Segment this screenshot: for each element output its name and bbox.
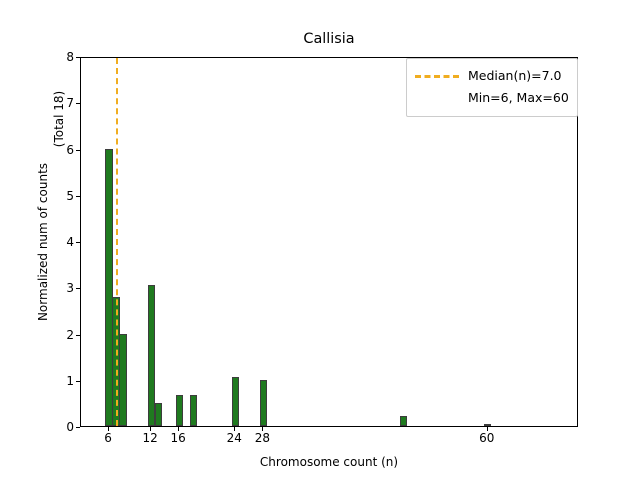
bar [400,415,408,426]
y-tick-label: 3 [66,281,74,296]
bar [189,395,197,426]
y-tick-label: 4 [66,235,74,249]
x-tick-mark [486,427,488,431]
y-tick-mark [76,103,80,105]
y-tick-mark [76,288,80,290]
y-tick-label: 2 [66,327,74,342]
bar [484,424,492,426]
x-tick-label: 12 [142,431,158,445]
y-tick-mark [76,380,80,382]
bar [175,395,183,426]
bar [154,402,162,426]
bar [147,285,155,426]
legend-item-median: Median(n)=7.0 [415,65,569,87]
plot-area [80,57,578,427]
y-tick-mark [76,427,80,429]
x-tick-mark [150,427,152,431]
median-line [116,58,119,426]
dashed-line-icon [415,74,459,78]
y-tick-mark [76,149,80,151]
y-tick-label: 8 [66,50,74,64]
y-tick-mark [76,242,80,244]
x-tick-label: 6 [104,431,112,445]
bar [119,333,127,426]
y-tick-label: 0 [66,420,74,434]
bar [259,379,267,426]
chart-legend: Median(n)=7.0 Min=6, Max=60 [406,58,578,117]
legend-label-minmax: Min=6, Max=60 [468,90,569,105]
bar [105,148,113,426]
x-tick-mark [178,427,180,431]
x-tick-label: 16 [170,431,186,445]
legend-label-median: Median(n)=7.0 [468,68,562,83]
y-tick-label: 7 [66,96,74,111]
x-tick-mark [262,427,264,431]
y-tick-mark [76,334,80,336]
x-tick-label: 24 [226,431,242,445]
y-tick-label: 1 [66,373,74,388]
x-tick-mark [234,427,236,431]
bar [231,377,239,426]
chart-title: Callisia [303,31,355,47]
x-tick-mark [108,427,110,431]
y-tick-mark [76,195,80,197]
y-tick-label: 6 [66,142,74,157]
x-tick-label: 60 [479,431,495,445]
x-axis-label: Chromosome count (n) [259,455,399,469]
x-tick-label: 28 [254,431,270,445]
y-tick-mark [76,57,80,59]
legend-item-minmax: Min=6, Max=60 [415,87,569,109]
y-tick-label: 5 [66,188,74,203]
